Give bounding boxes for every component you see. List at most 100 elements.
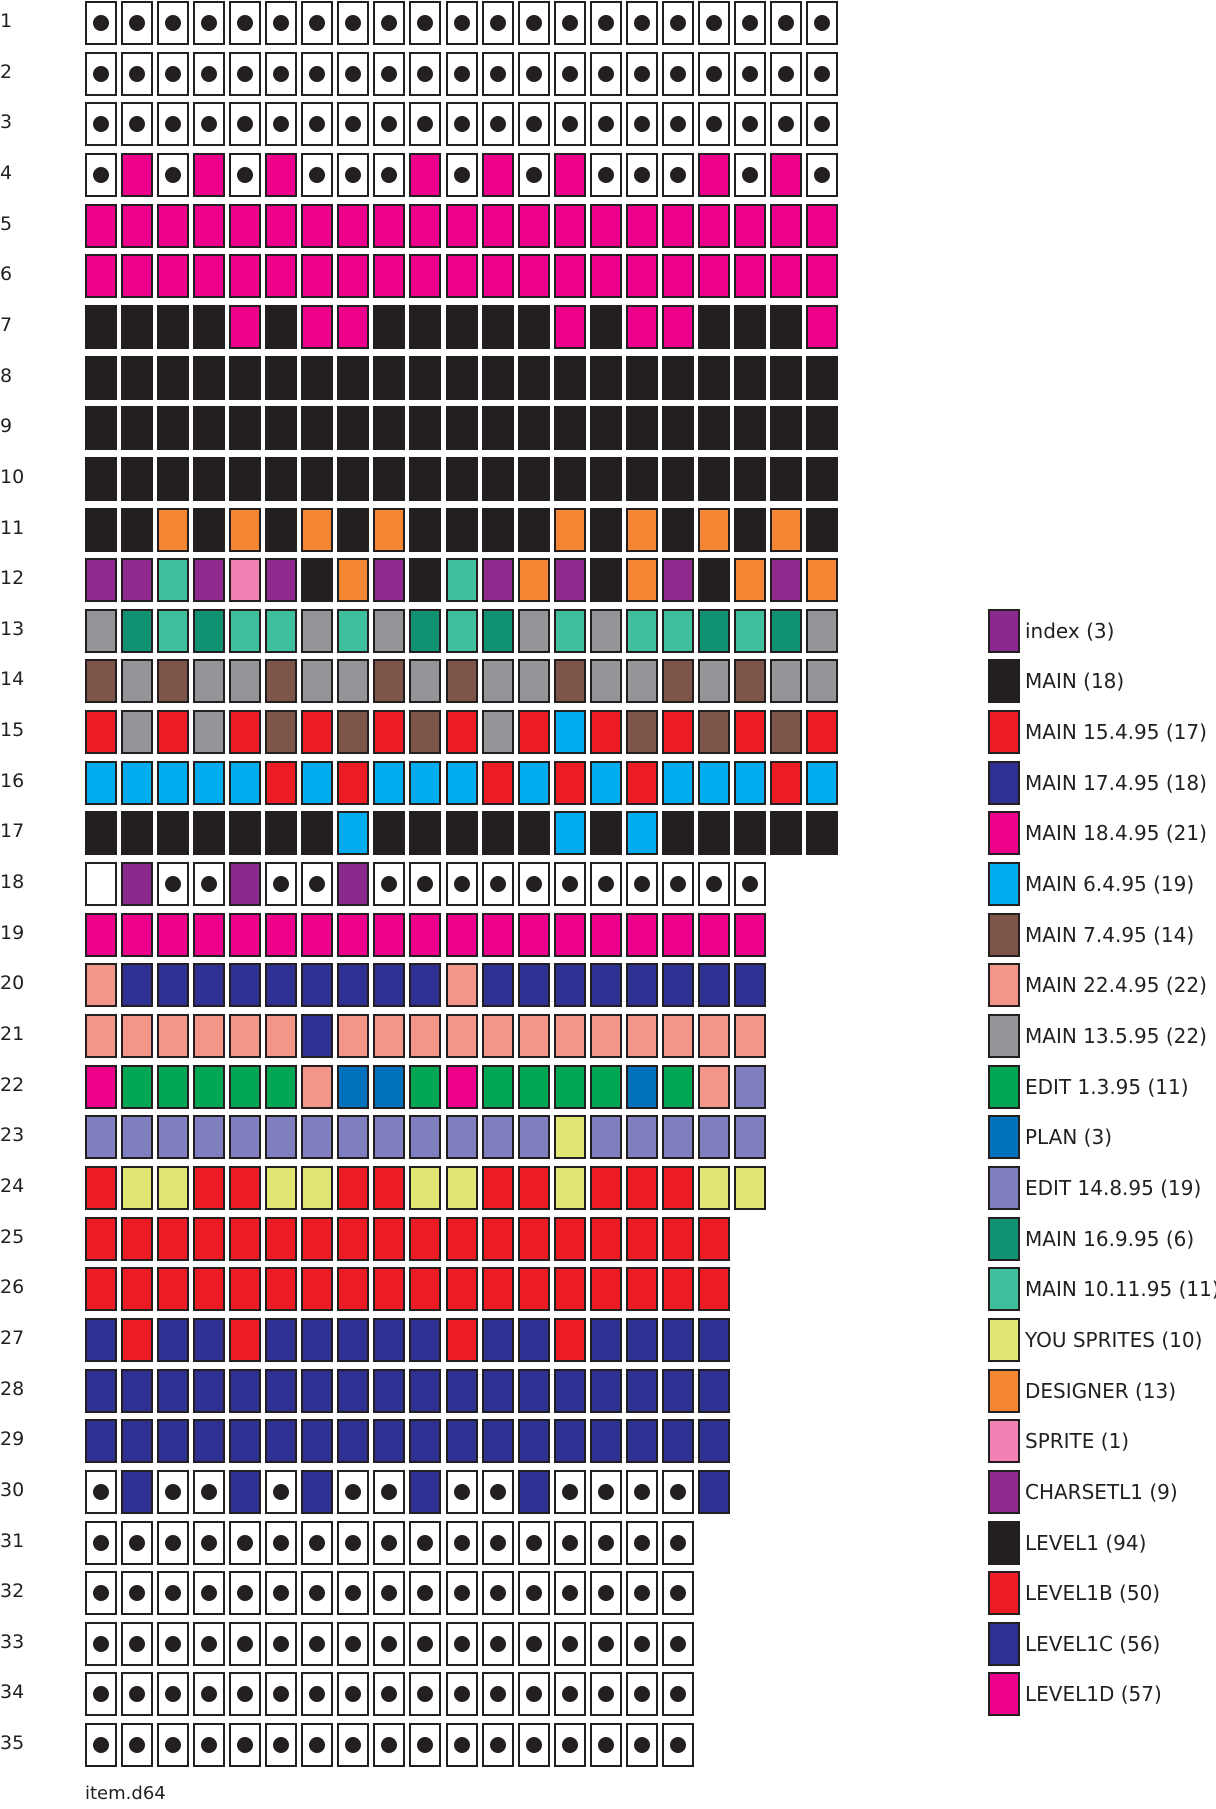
free-sector <box>589 1723 622 1768</box>
used-sector <box>697 1469 730 1514</box>
free-sector <box>769 51 802 96</box>
free-sector <box>661 51 694 96</box>
used-sector <box>265 203 298 248</box>
used-sector <box>337 456 370 501</box>
used-sector <box>806 355 838 400</box>
used-sector <box>769 558 802 603</box>
free-dot-icon <box>633 1737 650 1754</box>
used-sector <box>409 811 442 856</box>
free-sector <box>85 152 117 197</box>
free-dot-icon <box>669 65 686 82</box>
used-sector <box>409 1165 442 1210</box>
free-sector <box>625 1571 658 1616</box>
used-sector <box>337 760 370 805</box>
used-sector <box>121 1317 154 1362</box>
used-sector <box>409 254 442 299</box>
used-sector <box>553 254 586 299</box>
used-sector <box>445 1267 478 1312</box>
used-sector <box>157 912 190 957</box>
used-sector <box>301 1368 334 1413</box>
free-dot-icon <box>93 1737 109 1754</box>
free-dot-icon <box>381 1686 398 1703</box>
used-sector <box>301 1317 334 1362</box>
used-sector <box>85 760 117 805</box>
used-sector <box>517 507 550 552</box>
free-sector <box>337 1 370 45</box>
free-dot-icon <box>237 1585 254 1602</box>
used-sector <box>553 456 586 501</box>
used-sector <box>301 710 334 755</box>
track-label: 9 <box>0 415 13 438</box>
free-dot-icon <box>309 15 326 31</box>
free-sector <box>625 1520 658 1565</box>
free-dot-icon <box>669 876 686 893</box>
free-dot-icon <box>741 876 758 893</box>
free-dot-icon <box>165 1635 182 1652</box>
track-label: 3 <box>0 111 13 134</box>
used-sector <box>481 1317 514 1362</box>
free-sector <box>85 102 117 147</box>
free-dot-icon <box>345 1483 362 1500</box>
used-sector <box>409 710 442 755</box>
free-dot-icon <box>669 1686 686 1703</box>
free-dot-icon <box>453 1737 470 1754</box>
used-sector <box>337 1368 370 1413</box>
used-sector <box>589 558 622 603</box>
used-sector <box>661 203 694 248</box>
free-dot-icon <box>273 15 290 31</box>
used-sector <box>697 507 730 552</box>
used-sector <box>229 558 262 603</box>
free-sector <box>337 1621 370 1666</box>
free-dot-icon <box>93 116 109 133</box>
free-sector <box>733 152 766 197</box>
used-sector <box>517 710 550 755</box>
used-sector <box>806 760 838 805</box>
free-dot-icon <box>525 166 542 183</box>
used-sector <box>481 659 514 704</box>
used-sector <box>301 1469 334 1514</box>
free-dot-icon <box>345 1635 362 1652</box>
used-sector <box>733 608 766 653</box>
used-sector <box>337 811 370 856</box>
used-sector <box>553 710 586 755</box>
used-sector <box>769 152 802 197</box>
legend-label: LEVEL1C (56) <box>1025 1631 1161 1656</box>
free-dot-icon <box>381 15 398 31</box>
free-dot-icon <box>669 1585 686 1602</box>
free-sector <box>85 1621 117 1666</box>
free-dot-icon <box>345 1686 362 1703</box>
free-sector <box>301 1621 334 1666</box>
free-dot-icon <box>273 1585 290 1602</box>
used-sector <box>265 760 298 805</box>
used-sector <box>337 1216 370 1261</box>
used-sector <box>589 811 622 856</box>
used-sector <box>697 1014 730 1058</box>
used-sector <box>733 811 766 856</box>
used-sector <box>301 254 334 299</box>
used-sector <box>661 1115 694 1160</box>
used-sector <box>229 710 262 755</box>
used-sector <box>445 304 478 349</box>
free-dot-icon <box>237 1635 254 1652</box>
free-sector <box>553 1469 586 1514</box>
used-sector <box>481 203 514 248</box>
used-sector <box>553 1317 586 1362</box>
free-dot-icon <box>561 1534 578 1551</box>
free-dot-icon <box>309 166 326 183</box>
track-label: 25 <box>0 1225 25 1248</box>
used-sector <box>517 608 550 653</box>
used-sector <box>121 1267 154 1312</box>
used-sector <box>193 456 226 501</box>
used-sector <box>229 1419 262 1464</box>
free-dot-icon <box>814 15 830 31</box>
free-dot-icon <box>597 116 614 133</box>
used-sector <box>553 152 586 197</box>
used-sector <box>661 912 694 957</box>
legend-label: LEVEL1 (94) <box>1025 1530 1147 1555</box>
used-sector <box>769 608 802 653</box>
used-sector <box>769 304 802 349</box>
free-dot-icon <box>237 1534 254 1551</box>
free-sector <box>409 51 442 96</box>
free-dot-icon <box>237 1737 254 1754</box>
used-sector <box>85 1165 117 1210</box>
